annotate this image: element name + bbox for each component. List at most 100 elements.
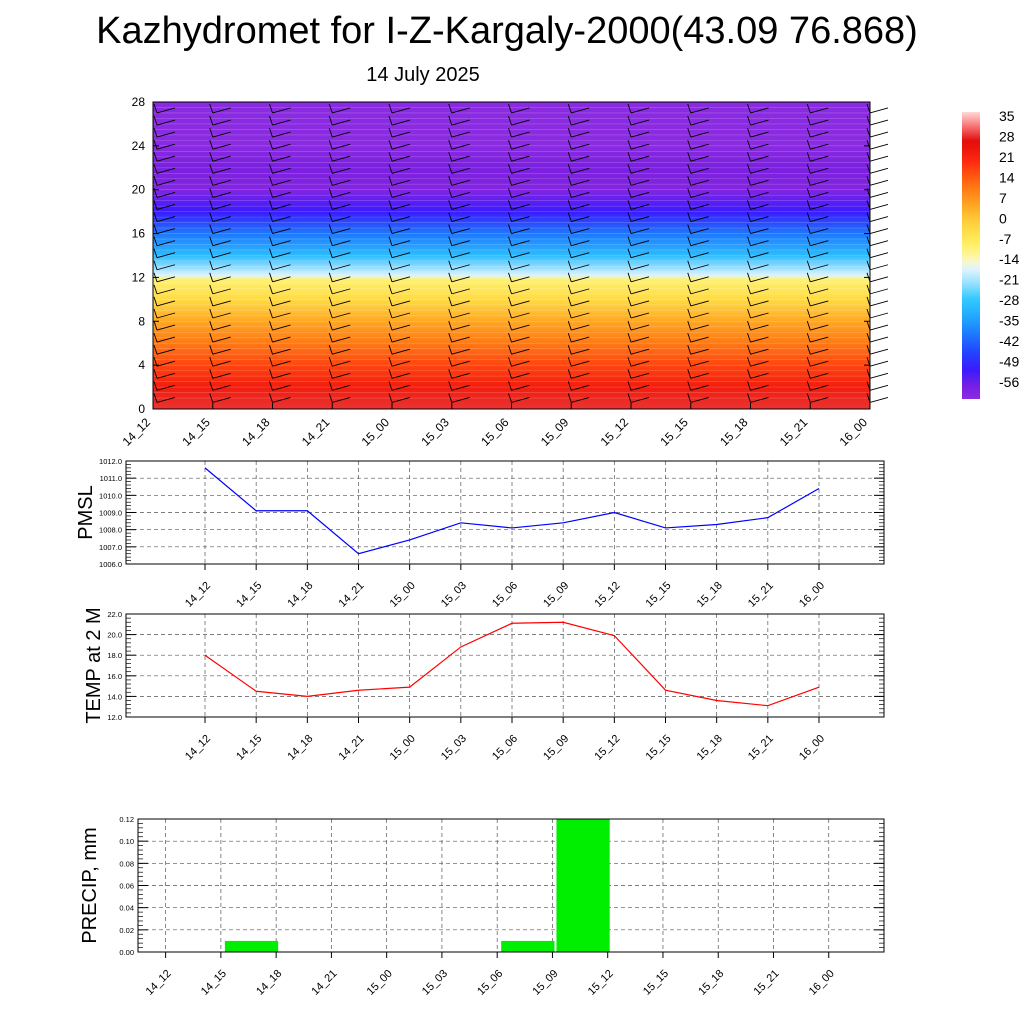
barb-shaft [332,300,351,307]
barb-shaft [272,336,291,343]
precip-bar [556,819,610,952]
barb-shaft [511,143,530,150]
barb-shaft [630,264,650,271]
barb-shaft [451,143,470,150]
barb-flag [328,176,333,186]
wind-barb [747,212,769,222]
barb-flag [153,236,158,246]
wind-barb [209,140,231,150]
barb-flag [508,152,512,162]
barb-shaft [810,204,829,210]
x-tick-label: 14_21 [299,415,333,449]
barb-shaft [571,312,590,319]
barb-flag [567,164,572,174]
barb-flag [328,260,333,270]
wind-barb [806,393,829,403]
barb-shaft [272,143,291,150]
barb-flag [153,176,158,186]
wind-barb [328,164,351,174]
barb-shaft [391,167,411,174]
barb-flag [448,115,453,126]
x-tick-label: 15_15 [641,968,671,998]
x-tick-label: 15_18 [696,968,726,998]
barb-flag [328,152,333,162]
wind-barb [153,224,176,235]
barb-flag [328,393,333,403]
barb-flag [687,260,692,270]
barb-flag [388,272,393,282]
barb-flag [328,164,333,174]
barb-shaft [869,312,889,319]
barb-shaft [869,324,889,331]
barb-shaft [750,155,769,162]
x-tick-label: 14_21 [337,733,367,763]
wind-barb [269,212,291,222]
barb-shaft [332,384,351,391]
wind-barb [448,103,470,114]
wind-barb [388,296,411,307]
barb-flag [747,284,751,295]
barb-flag [209,357,214,367]
wind-barb [508,200,530,210]
wind-barb [153,393,176,403]
x-tick-label: 14_18 [285,733,315,763]
barb-shaft [869,119,889,126]
barb-flag [328,369,333,379]
barb-shaft [690,143,709,150]
wind-barb [269,200,291,210]
barb-shaft [571,155,590,162]
barb-shaft [156,276,176,283]
colorbar-label: 7 [999,190,1007,206]
wind-barb [687,320,709,331]
wind-barb [627,115,650,126]
barb-flag [627,115,632,126]
barb-flag [508,188,512,198]
barb-shaft [156,119,176,126]
barb-flag [687,332,692,343]
barb-shaft [630,396,650,403]
barb-shaft [630,143,650,150]
barb-shaft [332,348,351,355]
barb-flag [806,115,811,126]
barb-flag [448,296,453,307]
wind-barb [627,164,650,174]
wind-barb [269,164,291,174]
barb-flag [269,369,273,379]
barb-shaft [332,240,351,247]
y-tick-label: 0.04 [119,904,134,913]
barb-flag [806,140,811,150]
barb-flag [153,103,158,114]
barb-shaft [391,119,411,126]
y-tick-label: 12.0 [107,713,122,722]
chart-subtitle: 14 July 2025 [366,64,480,86]
wind-barb [269,320,291,331]
barb-shaft [272,155,291,162]
barb-shaft [332,191,351,198]
barb-shaft [272,131,291,138]
barb-shaft [630,155,650,162]
y-tick-label: 16.0 [107,672,122,681]
barb-shaft [156,240,176,247]
barb-shaft [571,372,590,379]
barb-shaft [391,312,411,319]
barb-shaft [810,191,829,198]
barb-flag [328,381,333,391]
wind-barb [627,308,650,319]
barb-flag [508,369,512,379]
barb-flag [627,357,632,367]
barb-shaft [451,252,470,259]
wind-barb [567,164,590,174]
barb-shaft [810,179,829,186]
barb-flag [687,127,692,138]
barb-flag [687,176,692,186]
x-tick-label: 15_09 [541,580,571,610]
barb-flag [627,332,632,343]
barb-flag [388,115,393,126]
barb-flag [747,357,751,367]
barb-shaft [750,276,769,283]
wind-barb [508,127,530,138]
barb-flag [388,284,393,295]
colorbar-label: 21 [999,149,1015,165]
barb-flag [806,284,811,295]
barb-flag [508,296,512,307]
